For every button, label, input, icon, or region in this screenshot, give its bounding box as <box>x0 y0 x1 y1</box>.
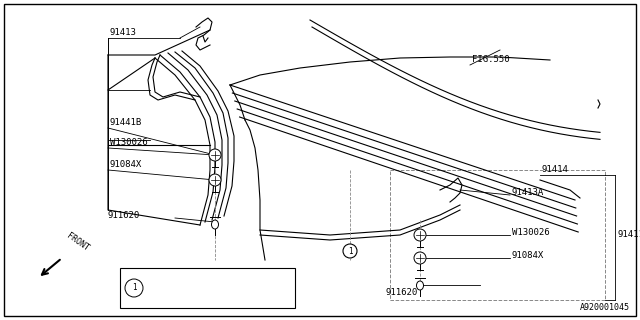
Text: 91414: 91414 <box>542 165 569 174</box>
Text: 91084X: 91084X <box>110 160 142 169</box>
Text: W130026: W130026 <box>110 138 148 147</box>
Circle shape <box>414 252 426 264</box>
Text: 91413A: 91413A <box>512 188 544 197</box>
Text: FIG.550: FIG.550 <box>472 55 509 64</box>
Circle shape <box>125 279 143 297</box>
Text: 91084X: 91084X <box>512 251 544 260</box>
Text: 1: 1 <box>132 284 136 292</box>
Text: 1: 1 <box>348 246 352 255</box>
Circle shape <box>414 229 426 241</box>
Bar <box>120 268 295 308</box>
Text: 911620: 911620 <box>385 288 417 297</box>
Text: <'05MY0408->: <'05MY0408-> <box>203 293 259 302</box>
Circle shape <box>209 149 221 161</box>
Text: <-'05MY0407>: <-'05MY0407> <box>203 274 259 283</box>
Text: 911620: 911620 <box>108 211 140 220</box>
Text: 91413: 91413 <box>110 28 137 37</box>
Text: W130026: W130026 <box>512 228 550 237</box>
Ellipse shape <box>417 281 424 290</box>
Text: FRONT: FRONT <box>65 231 91 253</box>
Bar <box>390 170 605 300</box>
Circle shape <box>209 174 221 186</box>
Circle shape <box>343 244 357 258</box>
Ellipse shape <box>211 220 218 229</box>
Text: W140019: W140019 <box>151 274 184 283</box>
Text: 91411: 91411 <box>617 230 640 239</box>
Text: 91441B: 91441B <box>110 118 142 127</box>
Text: W140045: W140045 <box>151 293 184 302</box>
Text: A920001045: A920001045 <box>580 303 630 312</box>
